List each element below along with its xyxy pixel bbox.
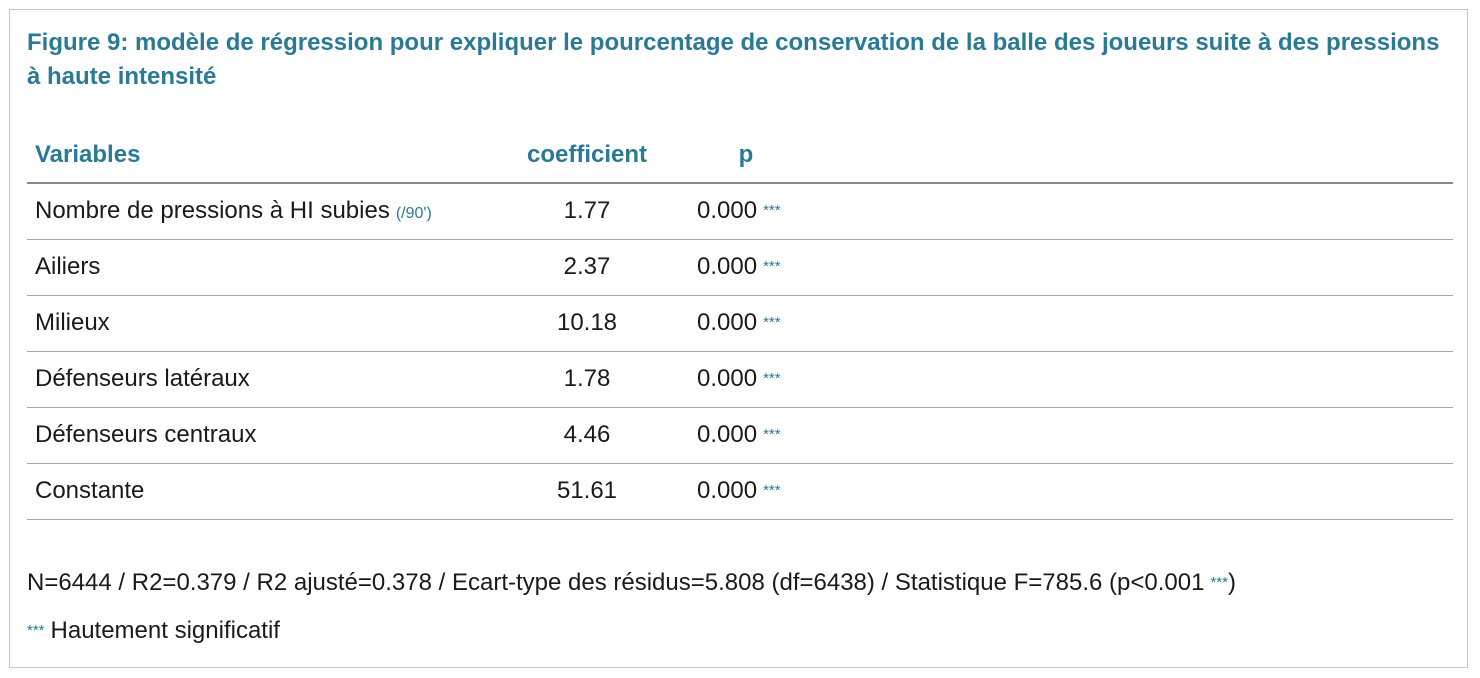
row-variable: Milieux <box>35 308 110 338</box>
regression-table: Variables coefficient p Nombre de pressi… <box>27 134 1453 520</box>
significance-stars: *** <box>763 314 781 331</box>
row-coefficient: 51.61 <box>556 477 618 504</box>
significance-stars: *** <box>763 202 781 219</box>
table-row: Défenseurs latéraux 1.78 0.000 *** <box>27 352 1453 408</box>
table-row: Nombre de pressions à HI subies (/90') 1.7… <box>27 184 1453 240</box>
p-value-text: 0.000 <box>697 309 758 336</box>
row-variable: Défenseurs centraux <box>35 420 256 450</box>
header-coefficient: coefficient <box>526 141 648 168</box>
row-p-value: 0.000 *** <box>697 308 781 338</box>
model-statistics: N=6444 / R2=0.379 / R2 ajusté=0.378 / Ec… <box>27 568 1236 598</box>
table-row: Constante 51.61 0.000 *** <box>27 464 1453 520</box>
row-p-value: 0.000 *** <box>697 364 781 394</box>
variable-label: Nombre de pressions à HI subies <box>35 197 390 224</box>
header-p: p <box>738 141 754 168</box>
legend-text: Hautement significatif <box>50 617 280 644</box>
p-value-text: 0.000 <box>697 477 758 504</box>
header-variables: Variables <box>35 141 141 168</box>
legend-stars: *** <box>27 622 45 639</box>
stats-text: N=6444 / R2=0.379 / R2 ajusté=0.378 / Ec… <box>27 569 1205 596</box>
stats-significance-stars: *** <box>1210 574 1228 591</box>
table-row: Défenseurs centraux 4.46 0.000 *** <box>27 408 1453 464</box>
significance-stars: *** <box>763 258 781 275</box>
variable-label: Constante <box>35 477 145 504</box>
row-coefficient: 4.46 <box>563 421 611 448</box>
p-value-text: 0.000 <box>697 421 758 448</box>
variable-label: Milieux <box>35 309 110 336</box>
row-p-value: 0.000 *** <box>697 252 781 282</box>
significance-stars: *** <box>763 482 781 499</box>
row-coefficient: 10.18 <box>556 309 618 336</box>
figure-title: Figure 9: modèle de régression pour expl… <box>27 29 1440 90</box>
row-coefficient: 1.78 <box>563 365 611 392</box>
variable-unit: (/90') <box>395 205 432 222</box>
significance-stars: *** <box>763 370 781 387</box>
figure-frame: Figure 9: modèle de régression pour expl… <box>9 9 1468 668</box>
significance-stars: *** <box>763 426 781 443</box>
row-p-value: 0.000 *** <box>697 420 781 450</box>
significance-legend: *** Hautement significatif <box>27 616 280 646</box>
p-value-text: 0.000 <box>697 197 758 224</box>
table-header: Variables coefficient p <box>27 134 1453 184</box>
variable-label: Ailiers <box>35 253 101 280</box>
row-variable: Ailiers <box>35 252 100 282</box>
row-p-value: 0.000 *** <box>697 476 781 506</box>
table-row: Ailiers 2.37 0.000 *** <box>27 240 1453 296</box>
stats-close-paren: ) <box>1227 569 1236 596</box>
row-variable: Constante <box>35 476 144 506</box>
row-p-value: 0.000 *** <box>697 196 781 226</box>
row-variable: Nombre de pressions à HI subies (/90') <box>35 196 432 229</box>
table-body: Nombre de pressions à HI subies (/90') 1.7… <box>27 184 1453 520</box>
variable-label: Défenseurs centraux <box>35 421 257 448</box>
row-variable: Défenseurs latéraux <box>35 364 250 394</box>
p-value-text: 0.000 <box>697 365 758 392</box>
table-row: Milieux 10.18 0.000 *** <box>27 296 1453 352</box>
variable-label: Défenseurs latéraux <box>35 365 250 392</box>
row-coefficient: 2.37 <box>563 253 611 280</box>
p-value-text: 0.000 <box>697 253 758 280</box>
row-coefficient: 1.77 <box>563 197 611 224</box>
